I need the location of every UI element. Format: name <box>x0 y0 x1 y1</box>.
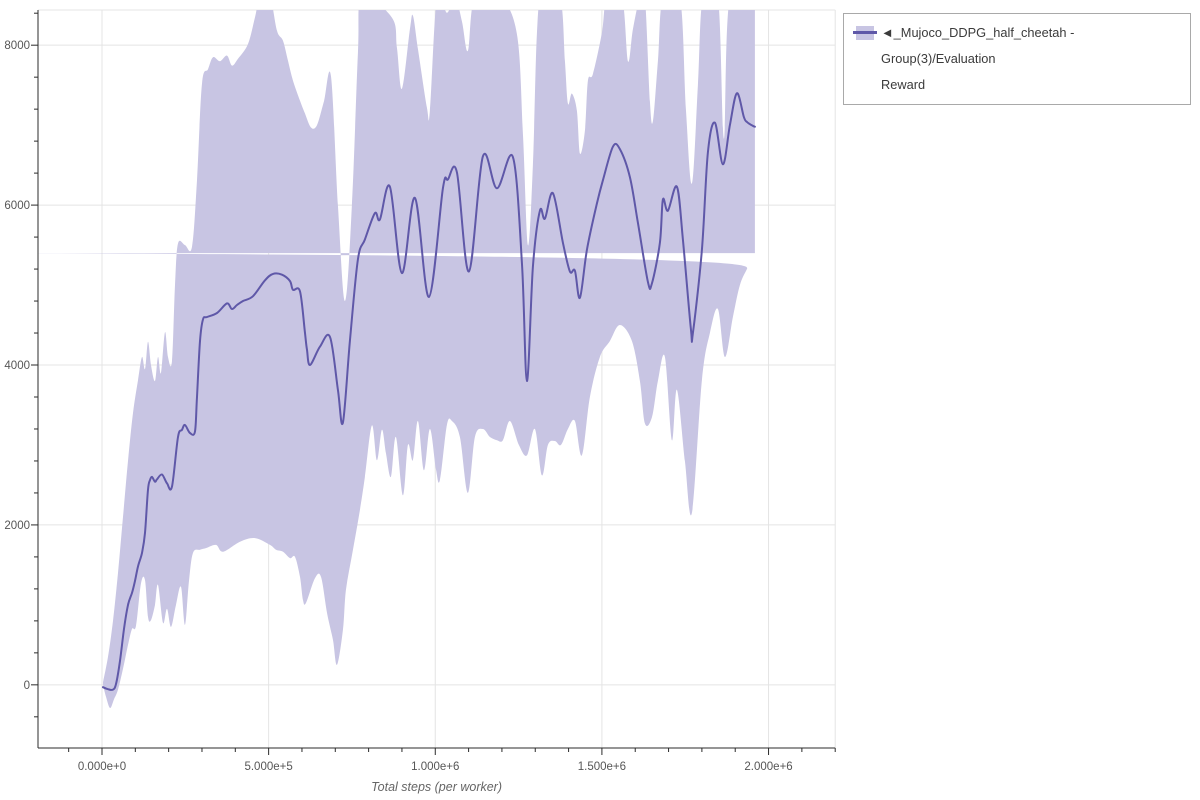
band-area <box>38 10 755 709</box>
y-tick-label: 2000 <box>4 520 30 532</box>
legend-line-swatch <box>853 31 877 34</box>
x-tick-label: 1.000e+6 <box>411 761 459 773</box>
x-tick-label: 1.500e+6 <box>578 761 626 773</box>
legend-label-line2: Reward <box>881 77 926 92</box>
y-tick-label: 8000 <box>4 40 30 52</box>
y-tick-labels: 0 2000 4000 6000 8000 <box>4 40 30 692</box>
axes-spines-ticks <box>31 10 836 755</box>
legend-band-swatch <box>853 26 877 40</box>
x-axis-title: Total steps (per worker) <box>371 780 502 794</box>
x-tick-label: 0.000e+0 <box>78 761 126 773</box>
mean-reward-line <box>102 92 756 691</box>
y-tick-label: 6000 <box>4 200 30 212</box>
y-tick-label: 4000 <box>4 360 30 372</box>
x-tick-label: 5.000e+5 <box>244 761 292 773</box>
x-tick-labels: 0.000e+0 5.000e+5 1.000e+6 1.500e+6 2.000e+6 <box>78 761 793 773</box>
mean-path <box>102 92 756 691</box>
legend-label: ◄_Mujoco_DDPG_half_cheetah - Group(3)/Ev… <box>881 20 1180 98</box>
confidence-band <box>38 10 755 709</box>
y-tick-label: 0 <box>24 680 30 692</box>
legend-item[interactable]: ◄_Mujoco_DDPG_half_cheetah - Group(3)/Ev… <box>843 13 1191 105</box>
legend-label-line1: ◄_Mujoco_DDPG_half_cheetah - Group(3)/Ev… <box>881 25 1075 66</box>
x-tick-label: 2.000e+6 <box>744 761 792 773</box>
